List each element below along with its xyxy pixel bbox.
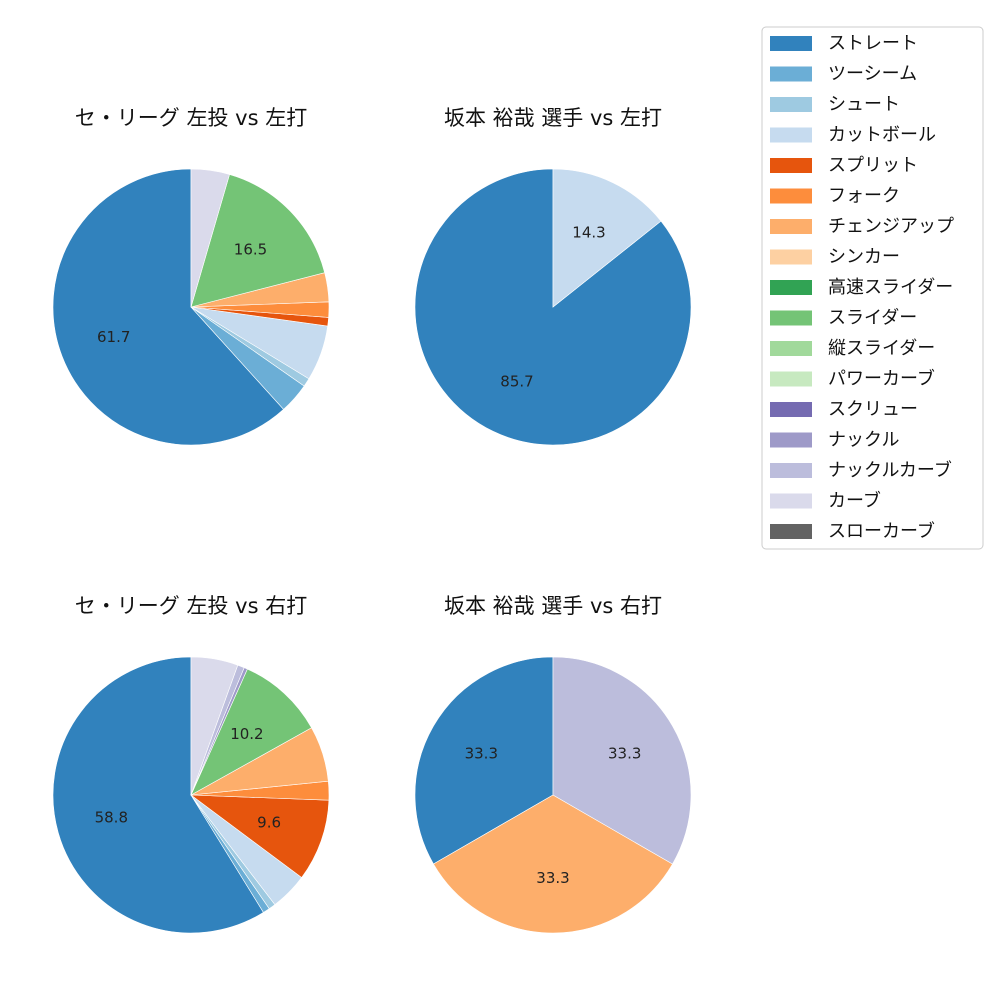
- legend-entry: カーブ: [770, 490, 881, 512]
- legend-entry: 高速スライダー: [770, 277, 953, 298]
- legend-entry: ナックルカーブ: [770, 459, 952, 481]
- legend-entry: ストレート: [770, 33, 918, 54]
- pie-slice-1: [552, 168, 662, 308]
- pie-data-label: 10.2: [230, 725, 263, 743]
- legend-swatch: [770, 310, 812, 326]
- legend-label: ストレート: [828, 33, 918, 54]
- pie-slice-0: [414, 656, 554, 865]
- pie-data-label: 33.3: [608, 745, 641, 763]
- pie-title: 坂本 裕哉 選手 vs 右打: [444, 594, 662, 618]
- legend-entry: スライダー: [770, 308, 917, 329]
- legend-entry: ツーシーム: [770, 64, 917, 85]
- pie-data-label: 33.3: [465, 745, 498, 763]
- legend-swatch: [770, 66, 812, 82]
- legend-label: 高速スライダー: [828, 277, 953, 298]
- legend-swatch: [770, 280, 812, 295]
- legend-swatch: [770, 402, 812, 417]
- legend-label: スライダー: [828, 308, 917, 329]
- legend-label: シンカー: [828, 247, 900, 268]
- legend-entry: スクリュー: [770, 399, 918, 420]
- legend-label: スクリュー: [828, 399, 918, 420]
- legend-label: 縦スライダー: [828, 338, 935, 359]
- pie-slice-7: [190, 668, 312, 796]
- legend-label: チェンジアップ: [828, 216, 954, 237]
- legend-swatch: [770, 188, 812, 204]
- legend-label: シュート: [828, 94, 900, 115]
- legend-swatch: [770, 36, 812, 51]
- legend-label: ツーシーム: [828, 64, 917, 85]
- legend-label: ナックル: [828, 430, 899, 451]
- legend-label: カットボール: [828, 125, 936, 146]
- legend-label: カーブ: [828, 490, 881, 512]
- legend: ストレートツーシームシュートカットボールスプリットフォークチェンジアップシンカー…: [761, 26, 984, 550]
- legend-swatch: [770, 127, 812, 143]
- pie-data-label: 58.8: [95, 809, 128, 827]
- pie-data-label: 14.3: [572, 223, 605, 241]
- legend-frame: [761, 26, 984, 550]
- legend-label: スローカーブ: [828, 520, 935, 542]
- pie-data-label: 33.3: [536, 869, 569, 887]
- legend-label: スプリット: [828, 155, 918, 176]
- legend-swatch: [770, 219, 812, 234]
- legend-swatch: [770, 371, 812, 387]
- pie-slice-10: [190, 656, 239, 796]
- pie-data-label: 85.7: [500, 373, 533, 391]
- legend-entry: シンカー: [770, 247, 900, 268]
- legend-label: フォーク: [828, 186, 900, 207]
- pie-title: セ・リーグ 左投 vs 左打: [75, 106, 307, 130]
- legend-entry: 縦スライダー: [770, 338, 935, 359]
- pie-slice-7: [190, 174, 326, 308]
- pie-title: 坂本 裕哉 選手 vs 左打: [444, 106, 662, 130]
- legend-swatch: [770, 158, 812, 173]
- pie-slice-4: [190, 794, 330, 878]
- legend-entry: ナックル: [770, 430, 899, 451]
- pie-slice-0: [52, 168, 284, 446]
- legend-swatch: [770, 432, 812, 448]
- pie-chart-left-league-vs-left: セ・リーグ 左投 vs 左打 61.7 16.5: [52, 106, 330, 446]
- pie-chart-sakamoto-vs-left: 坂本 裕哉 選手 vs 左打 85.7 14.3: [414, 106, 692, 446]
- legend-entry: スローカーブ: [770, 520, 935, 542]
- legend-swatch: [770, 524, 812, 539]
- legend-entry: フォーク: [770, 186, 900, 207]
- legend-swatch: [770, 249, 812, 265]
- pie-chart-left-league-vs-right: セ・リーグ 左投 vs 右打 58.8 9.6 10.2: [52, 594, 330, 934]
- pie-data-label: 61.7: [97, 328, 130, 346]
- pie-title: セ・リーグ 左投 vs 右打: [75, 594, 307, 618]
- legend-entry: パワーカーブ: [770, 368, 935, 390]
- legend-label: パワーカーブ: [828, 368, 935, 390]
- pie-slice-2: [552, 656, 692, 865]
- pie-slice-1: [433, 794, 673, 934]
- legend-entry: カットボール: [770, 125, 936, 146]
- legend-label: ナックルカーブ: [828, 459, 952, 481]
- legend-swatch: [770, 493, 812, 509]
- legend-entry: シュート: [770, 94, 900, 115]
- legend-swatch: [770, 341, 812, 356]
- legend-swatch: [770, 463, 812, 478]
- pie-slice-0: [52, 656, 264, 934]
- pie-data-label: 16.5: [234, 240, 267, 258]
- legend-entry: スプリット: [770, 155, 918, 176]
- pie-chart-sakamoto-vs-right: 坂本 裕哉 選手 vs 右打 33.3 33.3 33.3: [414, 594, 692, 934]
- legend-swatch: [770, 97, 812, 112]
- pie-slice-8: [190, 168, 230, 308]
- legend-entry: チェンジアップ: [770, 216, 954, 237]
- pie-data-label: 9.6: [257, 814, 281, 832]
